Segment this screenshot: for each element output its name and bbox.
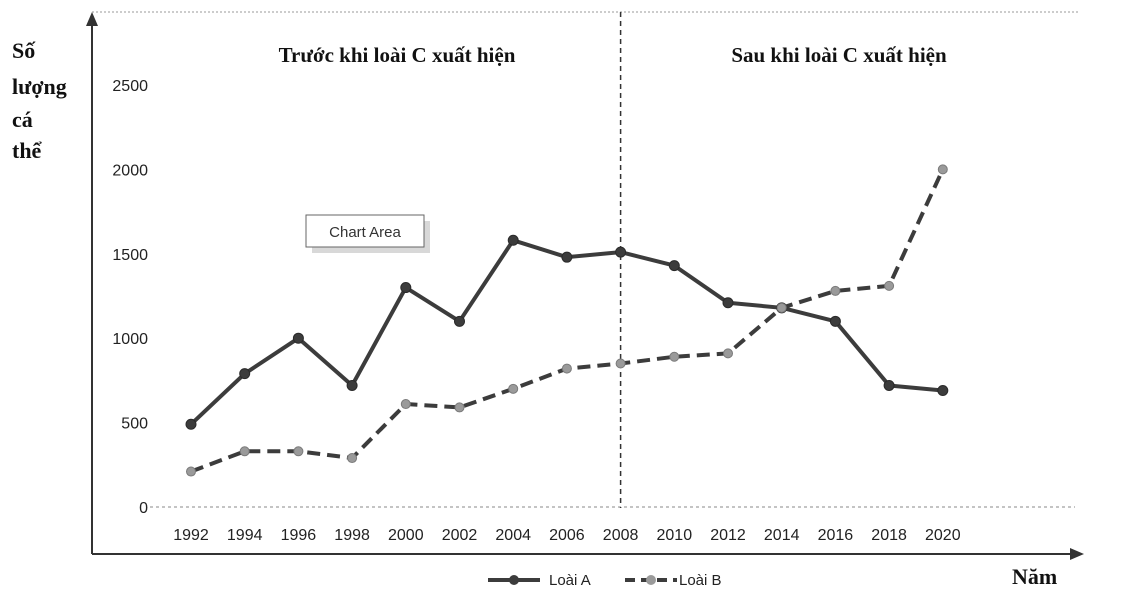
annotation-before: Trước khi loài C xuất hiện	[279, 43, 516, 67]
x-tick-labels: 1992 1994 1996 1998 2000 2002 2004 2006 2008 2010…	[173, 527, 960, 544]
point-a	[185, 418, 197, 430]
legend-label-a: Loài A	[549, 572, 591, 589]
x-tick-label: 2008	[603, 527, 639, 544]
y-tick-label: 2000	[112, 162, 148, 179]
point-b	[293, 446, 304, 457]
y-tick-label: 1000	[112, 331, 148, 348]
point-a	[561, 251, 573, 263]
point-a	[668, 260, 680, 272]
y-title-line-3: cá	[12, 107, 33, 132]
tooltip-label: Chart Area	[329, 224, 401, 241]
point-b	[937, 164, 948, 175]
x-tick-label: 1998	[334, 527, 370, 544]
chart-area-tooltip: Chart Area	[305, 214, 430, 253]
point-b	[186, 466, 196, 477]
point-b	[561, 363, 572, 374]
legend: Loài A Loài B	[488, 572, 722, 589]
y-title-line-2: lượng	[12, 74, 67, 99]
point-b	[615, 358, 626, 369]
point-b	[347, 453, 358, 464]
tooltip-box	[305, 214, 425, 248]
y-tick-label: 0	[139, 500, 148, 517]
x-tick-label: 2002	[442, 527, 478, 544]
x-tick-label: 2004	[495, 527, 531, 544]
y-title-line-1: Số	[12, 38, 36, 63]
y-axis-title: Số lượng cá thể	[12, 38, 67, 163]
series-layer	[185, 164, 949, 477]
x-tick-label: 2010	[657, 527, 693, 544]
y-tick-label: 500	[121, 416, 148, 433]
x-tick-label: 1996	[281, 527, 317, 544]
point-a	[507, 234, 519, 246]
axes	[86, 11, 1084, 560]
x-tick-label: 2016	[818, 527, 854, 544]
annotation-after: Sau khi loài C xuất hiện	[731, 43, 947, 67]
point-a	[883, 379, 895, 391]
x-tick-label: 2012	[710, 527, 746, 544]
point-a	[454, 315, 465, 327]
point-a	[239, 368, 251, 380]
point-a	[346, 379, 358, 391]
point-a	[292, 332, 304, 344]
legend-label-b: Loài B	[679, 572, 722, 589]
point-a	[615, 246, 627, 258]
point-b	[669, 351, 680, 362]
y-tick-label: 2500	[112, 78, 148, 95]
point-a	[722, 297, 734, 309]
legend-marker-b	[646, 575, 656, 585]
x-tick-label: 2020	[925, 527, 961, 544]
x-tick-label: 2014	[764, 527, 800, 544]
x-axis-title: Năm	[1012, 564, 1057, 589]
point-b	[776, 302, 787, 313]
series-line-a	[189, 238, 945, 427]
point-a	[400, 282, 412, 294]
point-b	[723, 348, 733, 359]
y-axis-arrow	[86, 12, 98, 26]
x-tick-label: 2000	[388, 527, 424, 544]
point-b	[400, 399, 411, 410]
legend-marker-a	[509, 575, 519, 585]
y-title-line-4: thể	[12, 138, 43, 163]
point-b	[830, 285, 841, 296]
point-a	[937, 385, 949, 397]
x-tick-label: 1994	[227, 527, 263, 544]
x-tick-label: 1992	[173, 527, 209, 544]
point-a	[829, 315, 841, 327]
y-tick-label: 1500	[112, 247, 148, 264]
x-axis-arrow	[1070, 548, 1084, 560]
x-tick-label: 2018	[871, 527, 907, 544]
point-b	[454, 402, 465, 413]
x-tick-label: 2006	[549, 527, 585, 544]
y-tick-labels: 0 500 1000 1500 2000 2500	[112, 78, 148, 517]
point-b	[884, 280, 895, 291]
point-b	[508, 383, 519, 394]
point-b	[239, 446, 250, 457]
